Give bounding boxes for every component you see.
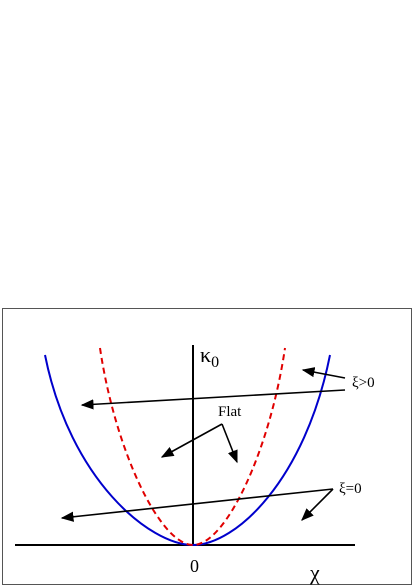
arrow (80, 389, 346, 410)
arrow (301, 367, 346, 379)
xi-zero-label: ξ=0 (339, 481, 362, 497)
arrow (160, 423, 223, 458)
xi-positive-label: ξ>0 (352, 375, 375, 391)
x-axis-label: χ (309, 560, 320, 585)
y-axis-subscript: 0 (211, 354, 219, 371)
y-axis-symbol: κ (200, 342, 211, 367)
flat-label: Flat (218, 404, 242, 420)
frame (2, 308, 412, 585)
blue-curve (44, 354, 331, 547)
arrow (221, 423, 238, 464)
arrow (301, 488, 334, 521)
origin-label: 0 (190, 556, 199, 576)
arrow (60, 488, 334, 522)
y-axis-label: κ0 (200, 342, 219, 371)
red-dashed-curve (99, 347, 286, 547)
